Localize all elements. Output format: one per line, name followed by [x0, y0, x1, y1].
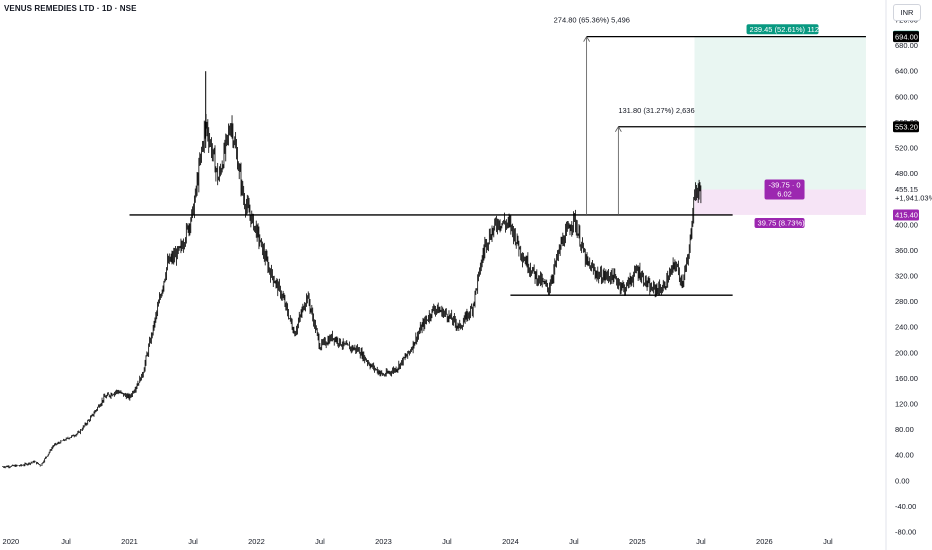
target-label-bg [746, 24, 819, 35]
axis-tag-text: 455.15 [895, 185, 918, 194]
x-tick-label: 2021 [121, 537, 138, 546]
position-zones [694, 36, 866, 215]
y-tick-label: 360.00 [895, 246, 918, 255]
axis-tag-text: 553.20 [895, 122, 918, 131]
x-tick-label: Jul [61, 537, 71, 546]
stop-label-bg [754, 217, 805, 228]
center-label-bg [764, 179, 805, 200]
axis-tag-text: +1,941.03% [895, 194, 932, 203]
axis-tag: 415.40 [893, 209, 919, 221]
axis-tag-bg [892, 191, 932, 204]
x-tick-label: Jul [823, 537, 833, 546]
x-tick-label: 2026 [756, 537, 773, 546]
measure-label: 274.80 (65.36%) 5,496 [554, 16, 630, 25]
axis-tag-bg [893, 121, 919, 133]
currency-text: INR [900, 8, 914, 17]
y-tick-label: 200.00 [895, 348, 918, 357]
y-tick-label: 600.00 [895, 92, 918, 101]
target-label-text: 239.45 (52.61%) 112.05 [750, 25, 830, 34]
y-tick-label: 240.00 [895, 323, 918, 332]
position-center-label: -39.75 · 06.02 [764, 179, 805, 200]
stop-label: 39.75 (8.73%) 98 [754, 217, 816, 228]
x-tick-label: Jul [569, 537, 579, 546]
center-label-line1: -39.75 · 0 [768, 181, 800, 190]
x-tick-label: 2023 [375, 537, 392, 546]
y-tick-label: 40.00 [895, 451, 914, 460]
measure-arrow-head [615, 125, 622, 132]
measure-arrows: 274.80 (65.36%) 5,496 131.80 (31.27%) 2,6… [554, 16, 830, 228]
y-tick-label: 640.00 [895, 67, 918, 76]
axis-tag-text: 694.00 [895, 32, 918, 41]
y-tick-label: 120.00 [895, 400, 918, 409]
y-tick-label: 320.00 [895, 272, 918, 281]
x-axis: 2020 Jul 2021 Jul 2022 Jul 2023 Jul 2024 Jul 2025 J… [3, 537, 833, 546]
y-tick-label: 0.00 [895, 476, 910, 485]
y-tick-label: -40.00 [895, 502, 916, 511]
y-axis: 720.00680.00640.00600.00560.00520.00480.… [885, 0, 918, 550]
x-tick-label: Jul [442, 537, 452, 546]
y-tick-label: 280.00 [895, 297, 918, 306]
y-tick-label: 680.00 [895, 41, 918, 50]
candles [2, 71, 702, 469]
x-tick-label: 2022 [248, 537, 265, 546]
target-label: 239.45 (52.61%) 112.05 [746, 24, 830, 35]
x-tick-label: Jul [188, 537, 198, 546]
y-tick-label: 160.00 [895, 374, 918, 383]
y-tick-label: 480.00 [895, 169, 918, 178]
axis-tag: 694.00 [893, 31, 919, 43]
axis-tag: +1,941.03% [892, 191, 932, 204]
stop-label-text: 39.75 (8.73%) 98 [758, 218, 816, 227]
y-tick-label: 400.00 [895, 220, 918, 229]
y-tick-label: 80.00 [895, 425, 914, 434]
y-tick-label: -80.00 [895, 528, 916, 537]
x-tick-label: Jul [696, 537, 706, 546]
measure-arrow-head [583, 35, 590, 42]
chart-title: VENUS REMEDIES LTD · 1D · NSE [4, 4, 137, 13]
axis-tag: 553.20 [893, 121, 919, 133]
center-label-line2: 6.02 [777, 190, 792, 199]
target-zone [694, 36, 866, 190]
horizontal-lines [129, 35, 866, 296]
axis-tag-bg [893, 209, 919, 221]
axis-tag-text: 415.40 [895, 211, 918, 220]
measure-label: 131.80 (31.27%) 2,636 [618, 106, 694, 115]
x-tick-label: 2020 [3, 537, 20, 546]
currency-label: INR [893, 4, 921, 21]
x-tick-label: 2024 [502, 537, 519, 546]
axis-tag-bg [893, 31, 919, 43]
x-tick-label: 2025 [629, 537, 646, 546]
x-tick-label: Jul [315, 537, 325, 546]
y-tick-label: 520.00 [895, 144, 918, 153]
